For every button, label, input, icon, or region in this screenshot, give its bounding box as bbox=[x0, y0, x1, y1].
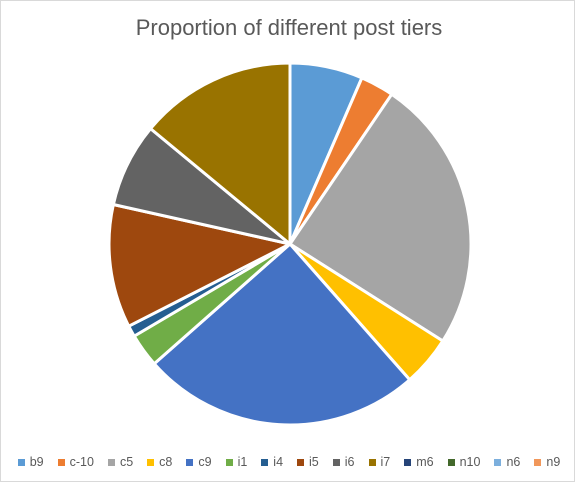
legend-item-n9: n9 bbox=[534, 455, 560, 469]
pie-slice-c5 bbox=[288, 92, 473, 343]
legend-item-c8: c8 bbox=[147, 455, 172, 469]
legend-swatch bbox=[368, 458, 376, 466]
legend-label: i7 bbox=[380, 455, 391, 469]
legend-swatch bbox=[107, 458, 115, 466]
legend-label: n10 bbox=[459, 455, 481, 469]
legend-item-i6: i6 bbox=[332, 455, 355, 469]
pie-slice-i7 bbox=[149, 61, 292, 246]
legend-item-i4: i4 bbox=[261, 455, 283, 469]
legend-item-m6: m6 bbox=[404, 455, 434, 469]
legend-label: c8 bbox=[159, 455, 173, 469]
legend-item-n6: n6 bbox=[494, 455, 520, 469]
legend-label: c-10 bbox=[69, 455, 94, 469]
legend-item-n10: n10 bbox=[447, 455, 481, 469]
legend-label: i4 bbox=[273, 455, 284, 469]
legend-label: i1 bbox=[237, 455, 248, 469]
legend-swatch bbox=[57, 458, 65, 466]
legend-label: c5 bbox=[119, 455, 134, 469]
legend-swatch bbox=[332, 458, 340, 466]
legend-swatch bbox=[261, 458, 269, 466]
legend-swatch bbox=[225, 458, 233, 466]
legend-swatch bbox=[297, 458, 305, 466]
legend-swatch bbox=[404, 458, 412, 466]
legend-swatch bbox=[494, 458, 502, 466]
legend-swatch bbox=[186, 458, 194, 466]
legend-label: i6 bbox=[344, 455, 355, 469]
legend-label: n6 bbox=[506, 455, 521, 469]
legend-item-i1: i1 bbox=[225, 455, 248, 469]
legend-label: c9 bbox=[198, 455, 212, 469]
legend-item-i7: i7 bbox=[368, 455, 391, 469]
legend-label: n9 bbox=[546, 455, 561, 469]
legend-item-b9: b9 bbox=[17, 455, 44, 469]
chart-legend: b9 c-10 c5 c8 c9 i1 i4 i5 i6 i7 m6 n10 n6 n9 bbox=[1, 453, 576, 471]
legend-label: m6 bbox=[416, 455, 434, 469]
legend-item-c5: c5 bbox=[107, 455, 134, 469]
legend-swatch bbox=[447, 458, 455, 466]
legend-swatch bbox=[534, 458, 542, 466]
legend-item-i5: i5 bbox=[297, 455, 319, 469]
legend-item-c-10: c-10 bbox=[57, 455, 94, 469]
chart-title: Proportion of different post tiers bbox=[135, 15, 443, 40]
legend-label: i5 bbox=[309, 455, 319, 469]
legend-swatch bbox=[17, 458, 25, 466]
legend-item-c9: c9 bbox=[186, 455, 212, 469]
legend-swatch bbox=[147, 458, 155, 466]
pie-slice-c9 bbox=[152, 242, 412, 427]
legend-label: b9 bbox=[29, 455, 44, 469]
